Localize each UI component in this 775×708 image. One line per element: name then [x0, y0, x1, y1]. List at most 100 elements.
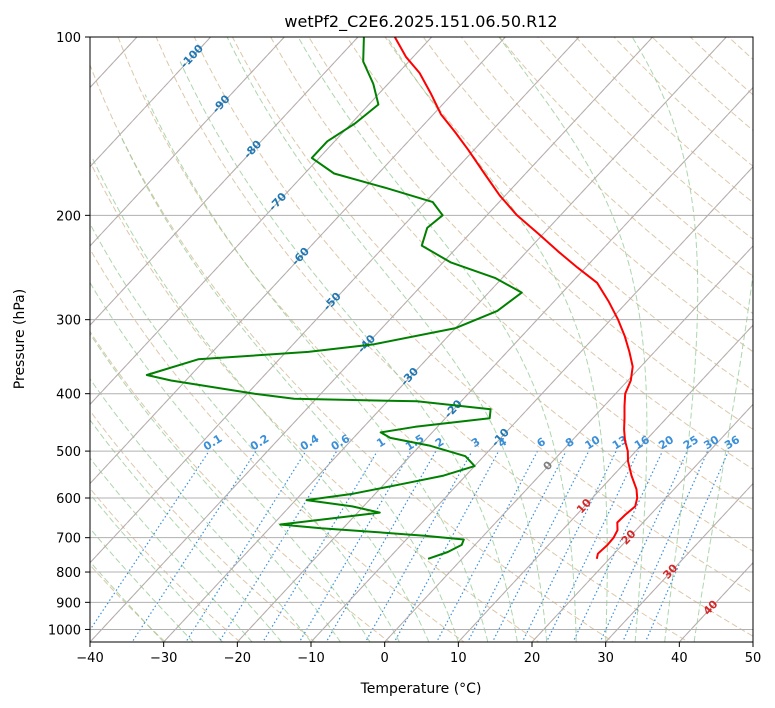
dry-adiabat-line — [270, 37, 753, 511]
dry-adiabat-line — [90, 160, 540, 642]
skewed-grid-line — [90, 37, 506, 485]
dry-adiabat-line — [117, 37, 690, 642]
moist-adiabat-line — [693, 270, 753, 642]
isotherm-line — [90, 37, 285, 247]
y-tick-label: 500 — [56, 445, 81, 460]
x-tick-label: −10 — [297, 651, 324, 666]
mixing-ratio-line — [218, 450, 338, 642]
mixing-ratio-line — [393, 450, 500, 642]
dry-adiabat-line — [90, 248, 465, 642]
mixing-ratio-line — [491, 450, 590, 642]
isotherm-line — [531, 403, 753, 642]
mixing-ratio-line — [90, 450, 210, 631]
y-tick-label: 400 — [56, 388, 81, 403]
isotherm-line — [90, 37, 212, 168]
mixing-ratio-label: 25 — [681, 433, 701, 452]
mixing-ratio-line — [185, 450, 307, 642]
moist-adiabat-line — [90, 527, 194, 642]
dry-adiabat-line — [90, 409, 316, 642]
moist-adiabat-line — [179, 61, 518, 642]
moist-adiabat-line — [90, 419, 282, 642]
mixing-ratio-label: 16 — [632, 433, 652, 452]
mixing-ratio-label: 10 — [583, 433, 603, 452]
y-tick-label: 100 — [56, 31, 81, 46]
dry-adiabat-line — [193, 37, 753, 594]
mixing-ratio-line — [131, 450, 257, 642]
x-tick-label: −20 — [224, 651, 251, 666]
x-tick-label: 0 — [381, 651, 389, 666]
profile-series — [145, 37, 639, 560]
mixing-ratio-label: 36 — [722, 433, 742, 452]
dry-adiabat-line — [308, 37, 753, 470]
moist-adiabat-line — [90, 457, 253, 642]
x-tick-label: 50 — [745, 651, 762, 666]
moist-adiabat-line — [226, 37, 548, 642]
dry-adiabat-line — [537, 37, 753, 240]
mixing-ratio-line — [364, 450, 473, 642]
mixing-ratio-line — [325, 450, 437, 642]
dry-adiabats — [90, 10, 775, 654]
y-axis-ticks: 100 200 300 400 500 600 700 800 900 1000 — [48, 31, 90, 638]
moist-adiabat-line — [90, 377, 312, 642]
chart-title: wetPf2_C2E6.2025.151.06.50.R12 — [284, 12, 557, 32]
mixing-ratio-label: 20 — [656, 433, 676, 452]
moist-adiabat-line — [90, 332, 341, 642]
skewed-grid-line — [162, 37, 727, 642]
skewed-grid-line — [90, 37, 359, 326]
dry-adiabat-line — [738, 10, 775, 654]
mixing-ratio-line — [521, 450, 617, 642]
x-tick-label: 20 — [524, 651, 541, 666]
x-tick-label: 40 — [671, 651, 688, 666]
skewed-grid-line — [90, 37, 580, 564]
dry-adiabat-line — [384, 37, 753, 391]
skewed-grid-line — [531, 403, 753, 642]
moist-adiabat-line — [144, 94, 489, 642]
skewed-grid-line — [90, 37, 212, 168]
mixing-ratio-label: 0.1 — [201, 432, 224, 453]
skewed-grid-line — [90, 37, 285, 247]
dry-adiabat-line — [231, 37, 753, 552]
skewed-grid-line — [383, 245, 753, 642]
x-tick-label: −40 — [76, 651, 103, 666]
dry-adiabat-line — [90, 487, 241, 642]
y-tick-label: 300 — [56, 314, 81, 329]
dry-adiabat-line — [90, 63, 615, 642]
moist-adiabat-line — [90, 222, 400, 642]
moist-adiabat-line — [118, 132, 459, 642]
mixing-ratio-line — [545, 450, 639, 642]
moist-adiabats — [90, 37, 753, 642]
dry-adiabat-line — [422, 37, 753, 353]
x-axis-label: Temperature (°C) — [360, 681, 482, 697]
y-tick-label: 700 — [56, 532, 81, 547]
mixing-ratio-line — [621, 450, 709, 642]
temperature-line — [393, 37, 639, 560]
x-tick-label: 10 — [450, 651, 467, 666]
plot-frame — [89, 36, 754, 643]
isotherms — [90, 37, 753, 642]
moist-adiabat-line — [386, 37, 608, 642]
plot-area: -100-90-80-70-60-50-40-30-20-10010203040… — [90, 10, 775, 654]
x-tick-label: 30 — [597, 651, 614, 666]
mixing-ratio-line — [644, 450, 729, 642]
x-axis-ticks: −40 −30 −20 −10 0 10 20 30 40 50 — [76, 642, 761, 666]
skewed-grid-line — [90, 37, 654, 642]
dry-adiabat-line — [155, 37, 753, 637]
isotherm-line — [90, 37, 506, 485]
dry-adiabat-line — [575, 37, 753, 204]
moist-adiabat-line — [90, 281, 371, 642]
moist-adiabat-line — [90, 493, 223, 642]
moist-adiabat-line — [297, 37, 577, 642]
skewed-grid-line — [90, 37, 433, 406]
y-tick-label: 200 — [56, 209, 81, 224]
isotherm-line — [90, 37, 359, 326]
dry-adiabat-line — [346, 37, 753, 431]
mixing-ratio-line — [298, 450, 412, 642]
mixing-ratio-label: 1 — [374, 435, 387, 450]
y-tick-label: 600 — [56, 492, 81, 507]
dewpoint-line — [145, 37, 523, 560]
skewed-grid-line — [604, 482, 753, 642]
dry-adiabat-line — [460, 37, 753, 315]
x-tick-label: −30 — [150, 651, 177, 666]
skewed-grid-line — [236, 86, 753, 642]
dry-adiabat-line — [727, 37, 753, 61]
